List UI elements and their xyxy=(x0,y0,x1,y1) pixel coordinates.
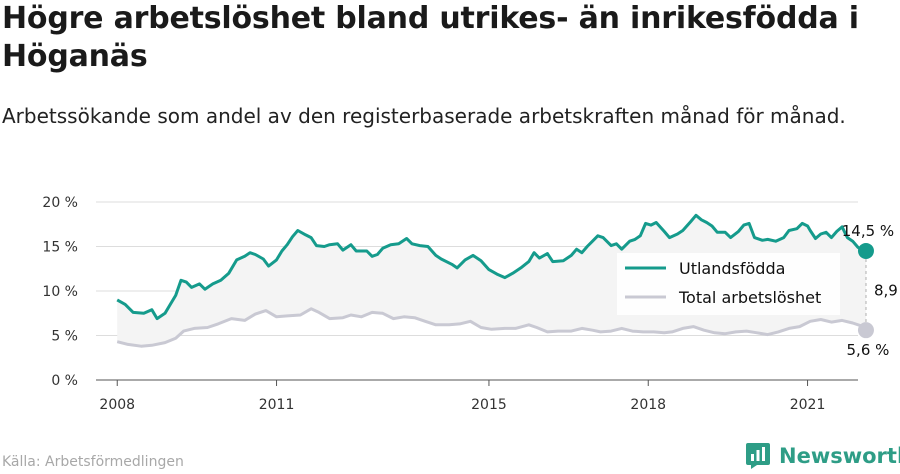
series-line-utlandsfodda xyxy=(116,213,867,321)
x-tick-label: 2018 xyxy=(630,397,666,413)
y-tick-label: 5 % xyxy=(51,329,78,345)
chart-subtitle: Arbetssökande som andel av den registerb… xyxy=(2,104,846,128)
legend-box xyxy=(617,253,840,315)
series-line-total xyxy=(116,307,867,348)
chart-title: Högre arbetslöshet bland utrikes- än inr… xyxy=(2,1,859,74)
end-marker-utlandsfodda xyxy=(857,242,874,259)
x-tick-label: 2011 xyxy=(259,397,295,413)
gap-label: 8,9 % xyxy=(874,282,900,300)
legend-label-total: Total arbetslöshet xyxy=(678,288,821,307)
brand-logo: Newsworthy xyxy=(745,441,900,471)
x-tick-label: 2021 xyxy=(790,397,826,413)
end-marker-total xyxy=(857,322,874,339)
y-tick-label: 20 % xyxy=(42,195,78,211)
x-tick-label: 2008 xyxy=(99,397,135,413)
y-tick-label: 0 % xyxy=(51,373,78,389)
legend-label-utlandsfodda: Utlandsfödda xyxy=(679,259,785,278)
end-label-utlandsfodda: 14,5 % xyxy=(842,222,894,240)
x-tick-label: 2015 xyxy=(471,397,507,413)
y-tick-label: 15 % xyxy=(42,240,78,256)
newsworthy-logo-icon xyxy=(746,443,770,469)
y-tick-label: 10 % xyxy=(42,284,78,300)
brand-name: Newsworthy xyxy=(779,444,900,468)
source-note: Källa: Arbetsförmedlingen xyxy=(2,454,184,470)
end-label-total: 5,6 % xyxy=(847,341,890,359)
